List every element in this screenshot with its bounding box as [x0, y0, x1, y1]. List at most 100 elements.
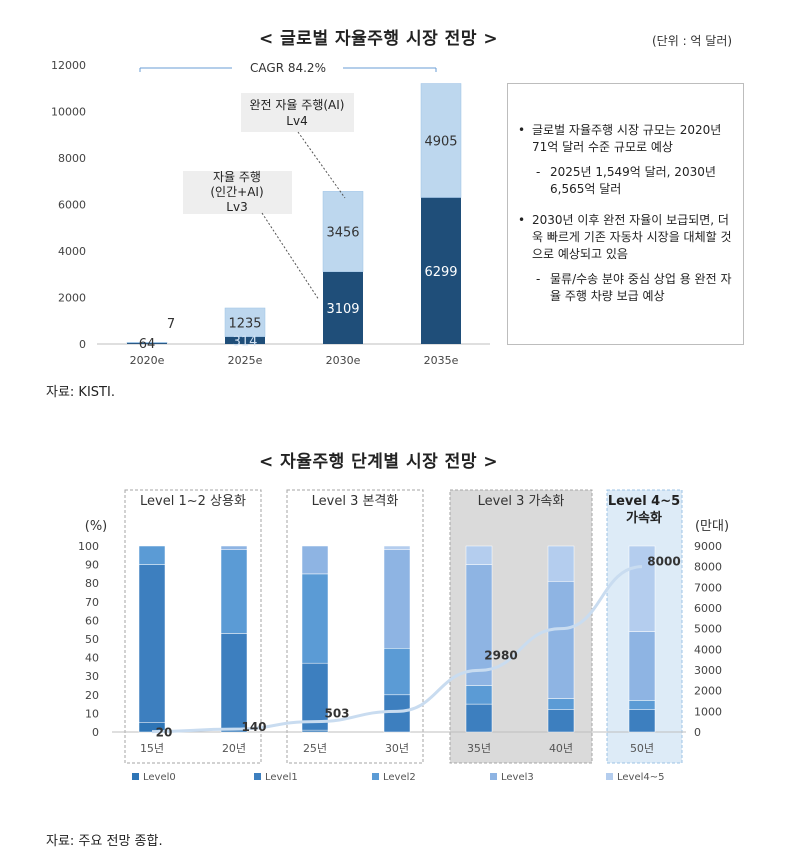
bar-level2-15년 [138, 545, 166, 565]
y-tick-label: 0 [79, 338, 86, 351]
legend-swatch-level1 [254, 773, 261, 780]
x-tick-label: 30년 [385, 742, 409, 755]
x-tick-label: 40년 [549, 742, 573, 755]
right-tick-label: 5000 [694, 623, 722, 636]
bar-level2-25년 [301, 573, 329, 664]
legend-label-level0: Level0 [143, 772, 176, 783]
data-label-lv4-2035e: 4905 [424, 135, 457, 150]
info-box: 글로벌 자율주행 시장 규모는 2020년 71억 달러 수준 규모로 예상 2… [507, 83, 744, 345]
annotation-lv3-line2: (인간+AI) [210, 185, 263, 199]
left-tick-label: 50 [85, 633, 99, 646]
data-label-lv4-2025e: 1235 [228, 316, 261, 331]
bar-level1-25년 [301, 662, 329, 731]
sales-label-25년: 503 [324, 707, 349, 721]
bar-lv3-2020e [127, 342, 167, 344]
right-tick-label: 8000 [694, 561, 722, 574]
chart1-title: < 글로벌 자율주행 시장 전망 > [259, 29, 499, 49]
y-tick-label: 8000 [58, 152, 86, 165]
x-tick-label: 50년 [630, 742, 654, 755]
legend-swatch-level4-5 [606, 773, 613, 780]
annotation-lv3-box [183, 171, 292, 214]
chart1-unit: (단위 : 억 달러) [652, 34, 733, 48]
data-label-lv3-2020e: 64 [139, 337, 156, 352]
bar-level1-15년 [138, 564, 166, 723]
x-tick-label: 25년 [303, 742, 327, 755]
y-tick-label: 12000 [51, 59, 86, 72]
chart1-bars: 64 7 314 1235 3109 3456 6299 4905 [126, 83, 462, 352]
info-bullet-1: 글로벌 자율주행 시장 규모는 2020년 71억 달러 수준 규모로 예상 [512, 122, 735, 156]
y-tick-label: 6000 [58, 199, 86, 212]
bar-level2-20년 [220, 549, 248, 634]
bar-lv4-2020e [126, 342, 168, 344]
y-tick-label: 4000 [58, 245, 86, 258]
chart1-svg: CAGR 84.2% 0 2000 4000 6000 8000 10000 12000 20… [51, 59, 490, 367]
bar-level1-35년 [465, 703, 493, 733]
right-tick-label: 3000 [694, 664, 722, 677]
cagr-label: CAGR 84.2% [250, 61, 326, 75]
annotation-lv3-line1: 자율 주행 [213, 169, 261, 184]
data-label-lv3-2025e: 314 [233, 334, 258, 349]
chart2-legend: Level0 Level1 Level2 Level3 Level4~5 [132, 772, 665, 783]
x-tick-label: 35년 [467, 742, 491, 755]
legend-label-level3: Level3 [501, 772, 534, 783]
right-tick-label: 0 [694, 726, 701, 739]
x-tick-label: 2030e [326, 354, 361, 367]
sales-line-path [151, 565, 643, 734]
right-tick-label: 4000 [694, 643, 722, 656]
right-tick-label: 9000 [694, 540, 722, 553]
bar-lv3-2030e [323, 271, 363, 344]
right-tick-label: 6000 [694, 602, 722, 615]
annotation-lv4-pointer [297, 131, 346, 199]
legend-swatch-level3 [490, 773, 497, 780]
x-tick-label: 2035e [424, 354, 459, 367]
x-tick-label: 2020e [130, 354, 165, 367]
legend-swatch-level2 [372, 773, 379, 780]
chart2-svg: Level 1~2 상용화 Level 3 본격화 Level 3 가속화 Le… [78, 489, 729, 783]
annotation-lv4-line1: 완전 자율 주행(AI) [250, 97, 345, 112]
y-tick-label: 2000 [58, 292, 86, 305]
group-label-level45: Level 4~5 가속화 [608, 494, 680, 526]
left-tick-label: 10 [85, 707, 99, 720]
group-label-level3-start: Level 3 본격화 [312, 494, 399, 509]
x-tick-label: 20년 [222, 742, 246, 755]
bar-level3-20년 [220, 545, 248, 550]
left-tick-label: 20 [85, 689, 99, 702]
bar-level2-50년 [628, 700, 656, 710]
x-tick-label: 15년 [140, 742, 164, 755]
bar-level2-30년 [383, 648, 411, 696]
legend-swatch-level0 [132, 773, 139, 780]
info-sub-2: 물류/수송 분야 중심 상업 용 완전 자율 주행 차량 보급 예상 [512, 271, 735, 305]
left-axis-unit: (%) [85, 519, 108, 534]
bar-level1-50년 [628, 709, 656, 733]
left-tick-label: 100 [78, 540, 99, 553]
x-tick-label: 2025e [228, 354, 263, 367]
bar-lv3-2035e [421, 197, 461, 344]
data-label-lv4-2020e: 7 [167, 317, 175, 332]
bar-level3-30년 [383, 549, 411, 649]
bar-lv4-2035e [420, 83, 462, 198]
sales-label-20년: 140 [241, 720, 266, 734]
bar-level1-30년 [383, 694, 411, 733]
left-tick-label: 60 [85, 614, 99, 627]
right-tick-label: 1000 [694, 705, 722, 718]
bar-level3-50년 [628, 631, 656, 701]
left-tick-label: 70 [85, 596, 99, 609]
bar-level1-20년 [220, 633, 248, 729]
chart2-title: < 자율주행 단계별 시장 전망 > [259, 452, 499, 472]
data-label-lv3-2030e: 3109 [326, 302, 359, 317]
left-tick-label: 0 [92, 726, 99, 739]
data-label-lv4-2030e: 3456 [326, 226, 359, 241]
bar-level4-5-35년 [465, 545, 493, 565]
left-tick-label: 30 [85, 670, 99, 683]
legend-label-level4-5: Level4~5 [617, 772, 665, 783]
bar-lv4-2025e [224, 307, 266, 337]
left-tick-label: 80 [85, 577, 99, 590]
group-label-level3-accel: Level 3 가속화 [478, 494, 565, 509]
right-axis-unit: (만대) [695, 519, 729, 534]
sales-label-50년: 8000 [647, 555, 680, 569]
bar-level1-40년 [547, 709, 575, 733]
annotation-lv4-line2: Lv4 [286, 114, 307, 128]
sales-label-35년: 2980 [484, 648, 517, 662]
left-tick-label: 90 [85, 559, 99, 572]
group-label-level12: Level 1~2 상용화 [140, 494, 246, 509]
